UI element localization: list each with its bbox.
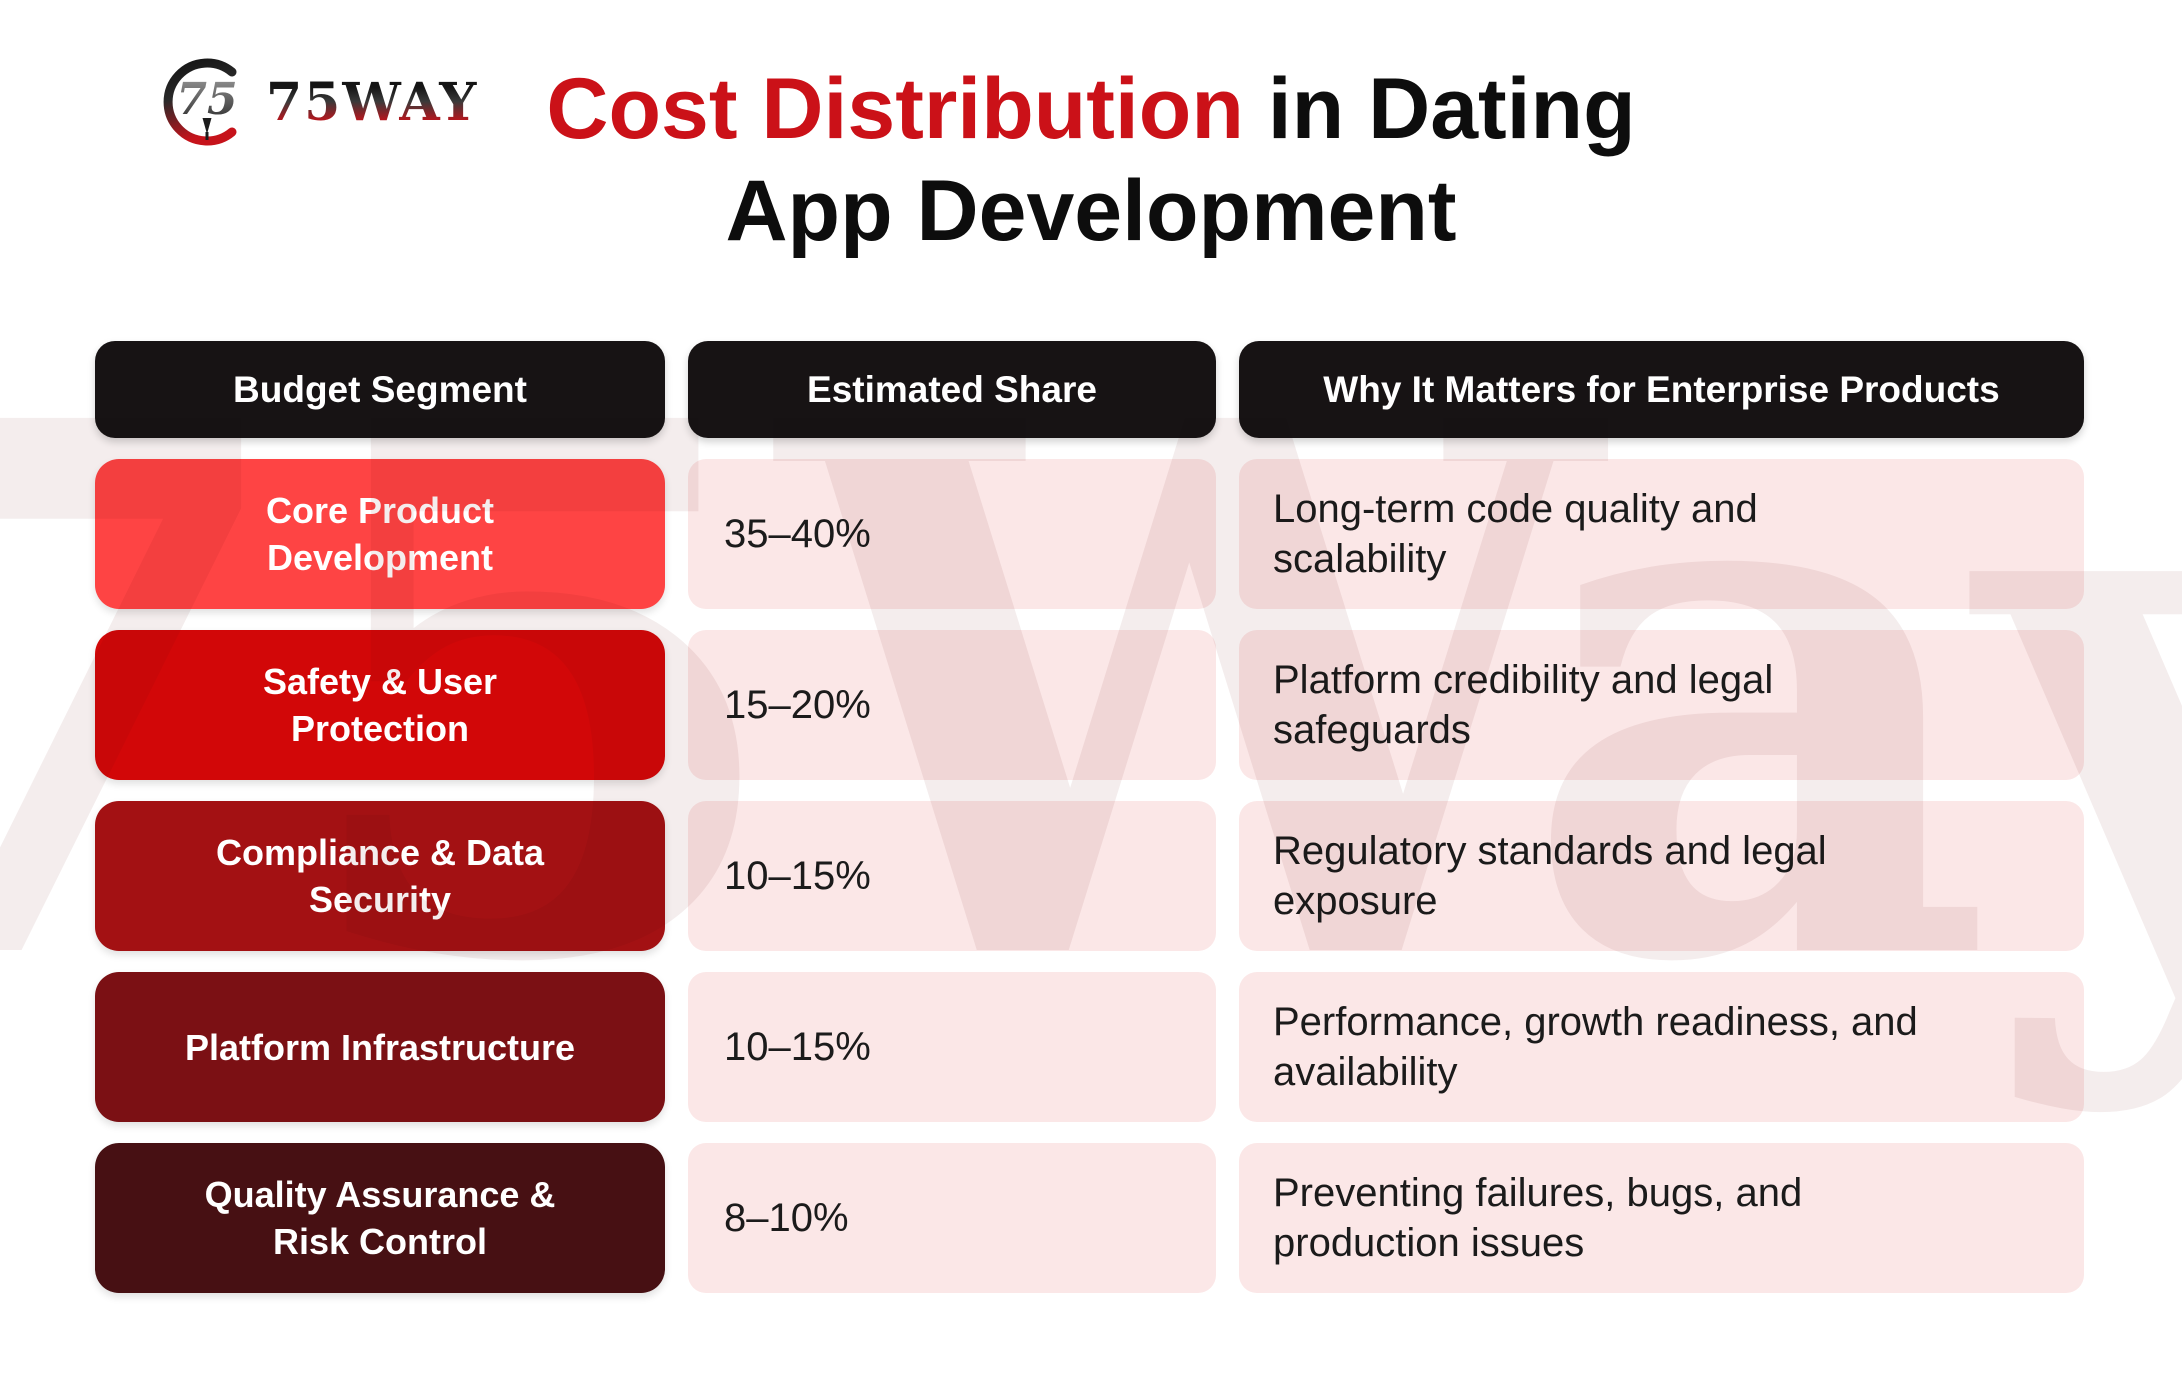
share-cell: 15–20%	[688, 630, 1216, 780]
segment-cell-platform-infrastructure: Platform Infrastructure	[95, 972, 665, 1122]
title-highlight: Cost Distribution	[546, 61, 1244, 157]
title-rest: in Dating	[1243, 61, 1636, 157]
share-cell: 8–10%	[688, 1143, 1216, 1293]
column-header-why-it-matters: Why It Matters for Enterprise Products	[1239, 341, 2084, 438]
column-header-label: Why It Matters for Enterprise Products	[1323, 368, 2000, 410]
logo: 75 75WAY	[156, 52, 478, 152]
column-header-budget-segment: Budget Segment	[95, 341, 665, 438]
segment-cell-quality-assurance-risk-control: Quality Assurance & Risk Control	[95, 1143, 665, 1293]
page-title: Cost Distribution in Dating App Developm…	[0, 58, 2182, 262]
share-cell: 10–15%	[688, 801, 1216, 951]
share-cell: 35–40%	[688, 459, 1216, 609]
segment-cell-safety-user-protection: Safety & User Protection	[95, 630, 665, 780]
svg-text:75: 75	[176, 74, 237, 125]
why-cell: Long-term code quality and scalability	[1239, 459, 2084, 609]
column-header-label: Budget Segment	[233, 368, 527, 410]
column-header-label: Estimated Share	[807, 368, 1097, 410]
bull-75-crescent-icon: 75	[163, 58, 238, 146]
column-header-estimated-share: Estimated Share	[688, 341, 1216, 438]
cost-distribution-table: Budget Segment Estimated Share Why It Ma…	[95, 341, 2084, 1293]
segment-cell-compliance-data-security: Compliance & Data Security	[95, 801, 665, 951]
share-cell: 10–15%	[688, 972, 1216, 1122]
title-line2: App Development	[725, 163, 1457, 259]
why-cell: Platform credibility and legal safeguard…	[1239, 630, 2084, 780]
brand-text: 75WAY	[266, 71, 479, 133]
segment-cell-core-product-development: Core Product Development	[95, 459, 665, 609]
why-cell: Preventing failures, bugs, and productio…	[1239, 1143, 2084, 1293]
why-cell: Regulatory standards and legal exposure	[1239, 801, 2084, 951]
why-cell: Performance, growth readiness, and avail…	[1239, 972, 2084, 1122]
